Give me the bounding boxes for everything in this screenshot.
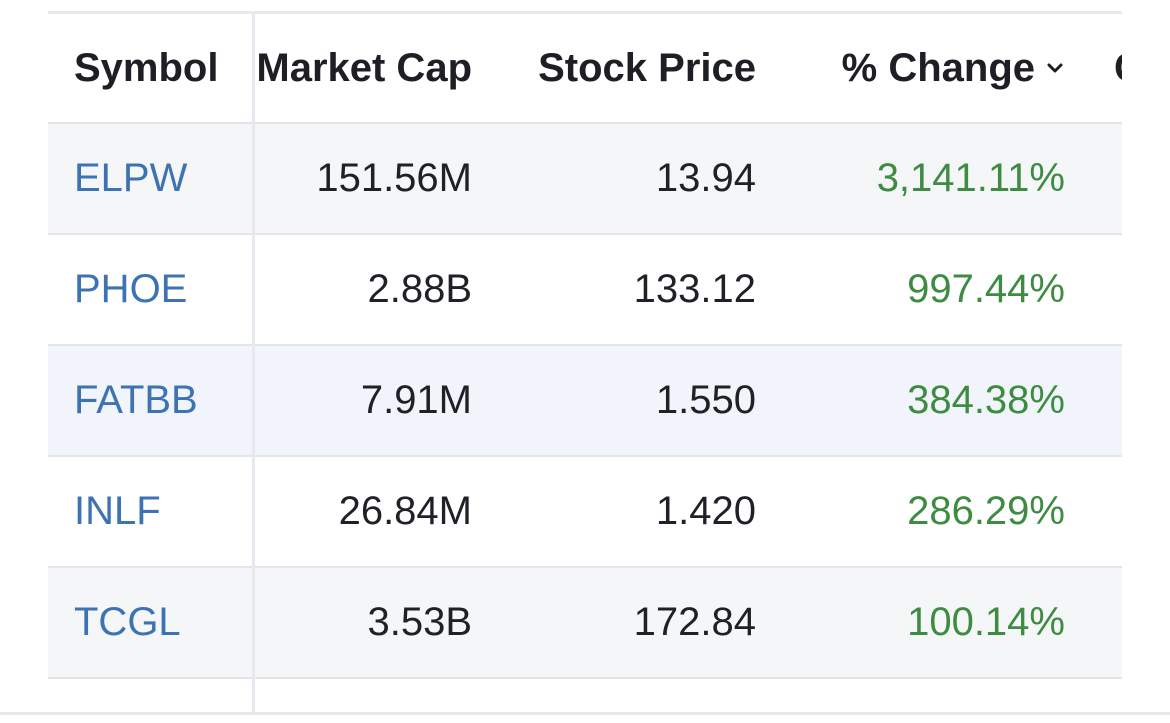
cell-market-cap: 2.88B [367, 267, 472, 311]
cell-market-cap: 151.56M [316, 156, 472, 200]
column-header-stock-price-label: Stock Price [538, 45, 756, 90]
stock-table: Symbol Market Cap Stock Price % Change C [48, 14, 1122, 713]
table-row[interactable]: FATBB 7.91M 1.550 384.38% [48, 346, 1122, 457]
table-header-row: Symbol Market Cap Stock Price % Change C [48, 14, 1122, 124]
column-header-symbol-label: Symbol [74, 45, 219, 90]
table-row[interactable]: PHOE 2.88B 133.12 997.44% [48, 235, 1122, 346]
frozen-column-divider [252, 14, 255, 714]
cell-stock-price: 1.420 [655, 489, 756, 533]
cell-stock-price: 13.94 [655, 156, 756, 200]
cell-stock-price: 172.84 [633, 600, 756, 644]
cell-stock-price: 133.12 [633, 267, 756, 311]
cell-symbol: INLF [74, 457, 249, 566]
column-header-stock-price[interactable]: Stock Price [478, 14, 756, 122]
cell-market-cap: 3.53B [367, 600, 472, 644]
symbol-link[interactable]: ELPW [74, 156, 188, 200]
cell-pct-change: 286.29% [907, 489, 1065, 533]
cell-symbol: FATBB [74, 346, 249, 455]
cell-pct-change: 100.14% [907, 600, 1065, 644]
table-row[interactable]: TCGL 3.53B 172.84 100.14% [48, 568, 1122, 679]
table-bottom-border [0, 712, 1170, 715]
table-row-partial [48, 679, 1122, 713]
column-header-extra-label: C [1114, 46, 1122, 91]
column-header-pct-change-label: % Change [841, 45, 1035, 90]
column-header-symbol[interactable]: Symbol [74, 14, 249, 122]
cell-pct-change: 997.44% [907, 267, 1065, 311]
symbol-link[interactable]: TCGL [74, 600, 181, 644]
column-header-market-cap-label: Market Cap [256, 45, 472, 90]
cell-market-cap: 26.84M [338, 489, 472, 533]
symbol-link[interactable]: INLF [74, 489, 161, 533]
cell-symbol: PHOE [74, 235, 249, 344]
chevron-down-icon [1045, 58, 1065, 78]
column-header-extra[interactable]: C [1114, 14, 1122, 122]
symbol-link[interactable]: PHOE [74, 267, 188, 311]
column-header-market-cap[interactable]: Market Cap [254, 14, 472, 122]
symbol-link[interactable]: FATBB [74, 378, 198, 422]
column-header-pct-change[interactable]: % Change [762, 14, 1065, 122]
cell-pct-change: 3,141.11% [876, 156, 1065, 200]
cell-stock-price: 1.550 [655, 378, 756, 422]
cell-market-cap: 7.91M [360, 378, 472, 422]
table-row[interactable]: ELPW 151.56M 13.94 3,141.11% [48, 124, 1122, 235]
cell-pct-change: 384.38% [907, 378, 1065, 422]
table-top-border [48, 11, 1122, 14]
cell-symbol: ELPW [74, 124, 249, 233]
table-row[interactable]: INLF 26.84M 1.420 286.29% [48, 457, 1122, 568]
cell-symbol: TCGL [74, 568, 249, 677]
